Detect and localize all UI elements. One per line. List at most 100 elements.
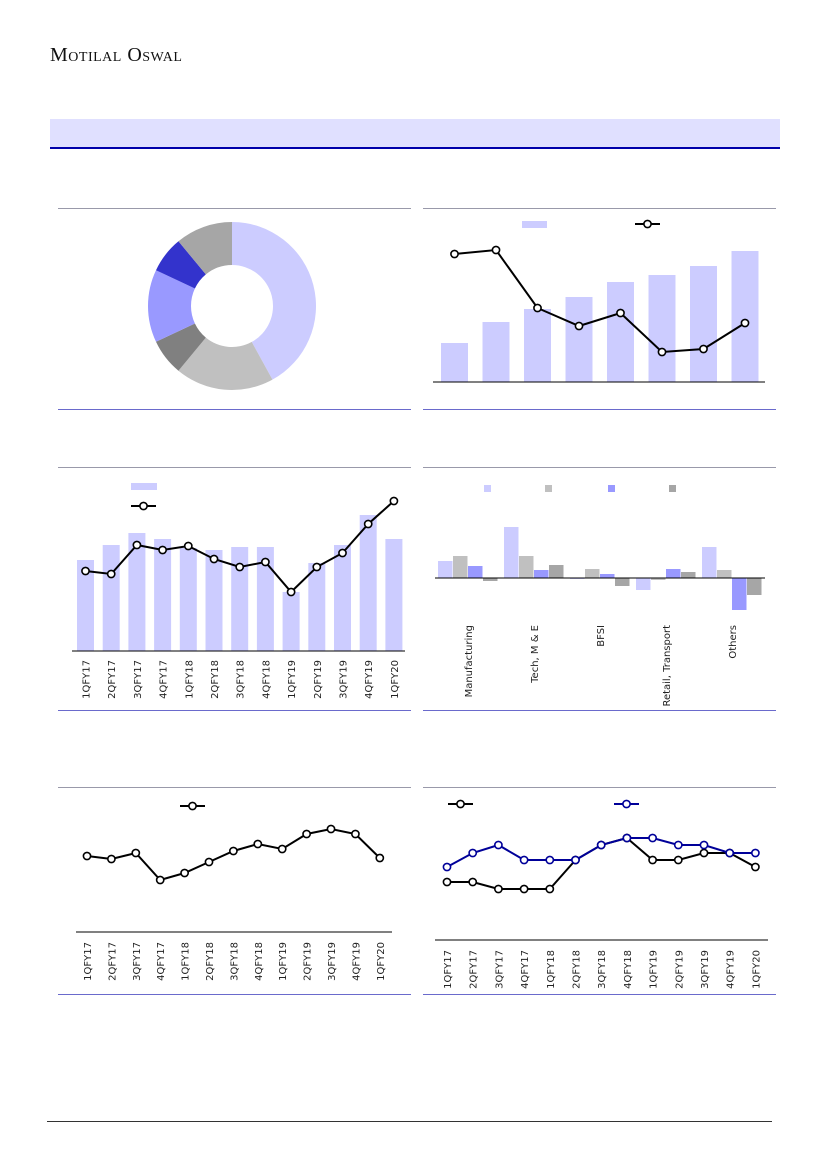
legend-line-swatch-marker (643, 219, 652, 229)
bar (154, 539, 172, 651)
donut-slice (232, 222, 317, 380)
legend-line-swatch-marker (139, 501, 148, 511)
x-tick-label: 2QFY19 (313, 660, 324, 699)
legend-bar-swatch (131, 483, 157, 490)
motilal-oswal-logo: Motilal Oswal (50, 44, 183, 66)
line-point (616, 308, 625, 318)
bar (534, 570, 549, 578)
x-tick-label: 2QFY18 (210, 660, 221, 699)
bar (600, 574, 615, 578)
x-tick-label: 4QFY18 (254, 942, 265, 981)
line-point (648, 855, 657, 865)
bar (179, 548, 197, 651)
bar (308, 563, 326, 651)
x-tick-label: 3QFY17 (133, 660, 144, 699)
x-tick-label: 3QFY17 (494, 950, 505, 989)
bar (565, 297, 593, 382)
donut-slice (148, 270, 195, 342)
x-tick-label: 2QFY17 (469, 950, 480, 989)
x-tick-label: 3QFY19 (327, 942, 338, 981)
line-point (302, 829, 311, 839)
bar (519, 556, 534, 578)
bar (607, 282, 634, 382)
donut-slice (178, 222, 232, 275)
line-point (533, 303, 542, 313)
category-label: Manufacturing (464, 625, 475, 697)
line-point (363, 519, 373, 529)
x-tick-label: 2QFY18 (572, 950, 583, 989)
line-point (180, 868, 189, 878)
x-tick-label: 1QFY20 (390, 660, 401, 699)
panel-two-lines (423, 787, 776, 995)
x-tick-label: 3QFY18 (229, 942, 240, 981)
x-tick-label: 2QFY19 (303, 942, 314, 981)
category-label: Tech, M & E (530, 625, 541, 684)
x-tick-label: 3QFY19 (339, 660, 350, 699)
category-label: Retail, Transport (662, 625, 673, 707)
panel-quarterly-line (58, 787, 411, 995)
bar (702, 547, 717, 578)
bar (441, 343, 468, 382)
bar (690, 266, 717, 382)
bar (77, 560, 94, 651)
line-point (81, 566, 90, 576)
x-tick-label: 4QFY19 (726, 950, 737, 989)
line-point (375, 853, 385, 863)
line-point (751, 848, 760, 858)
line-point (277, 844, 287, 854)
panel-sector-bars (423, 467, 776, 711)
line-point (491, 245, 501, 255)
x-tick-label: 2QFY19 (674, 950, 685, 989)
line-point (468, 877, 478, 887)
legend-swatch (545, 485, 552, 492)
footer-divider (47, 1121, 772, 1122)
line-point (253, 839, 263, 849)
donut-slice (155, 241, 206, 289)
x-tick-label: 4QFY17 (156, 942, 167, 981)
line-point (132, 540, 142, 550)
line-point (82, 851, 92, 861)
bar (549, 565, 564, 578)
line-point (389, 496, 399, 506)
legend-swatch (608, 485, 615, 492)
x-tick-label: 4QFY18 (261, 660, 272, 699)
x-tick-label: 1QFY17 (83, 942, 94, 981)
line-point (228, 846, 238, 856)
line-point (519, 855, 529, 865)
bar (205, 550, 223, 651)
x-tick-label: 1QFY18 (181, 942, 192, 981)
donut-slice (155, 323, 206, 371)
line-point (260, 557, 270, 567)
bar (334, 545, 351, 651)
bar (648, 275, 676, 382)
bar (359, 515, 377, 651)
line-point (183, 541, 193, 551)
line-point (545, 884, 555, 894)
line-point (450, 249, 459, 259)
x-tick-label: 3QFY19 (700, 950, 711, 989)
legend-line-blue-marker (622, 799, 631, 809)
line-point (574, 321, 584, 331)
line-point (312, 562, 322, 572)
bar (385, 539, 403, 651)
bar (453, 556, 468, 578)
panel-donut (58, 208, 411, 410)
line-point (545, 855, 555, 865)
x-tick-label: 4QFY19 (351, 942, 362, 981)
bar (102, 545, 120, 651)
line-point (338, 548, 347, 558)
line-point (699, 840, 709, 850)
line-point (106, 569, 116, 579)
x-tick-label: 4QFY17 (159, 660, 170, 699)
x-tick-label: 1QFY20 (751, 950, 762, 989)
panel-bars-line (423, 208, 776, 410)
x-tick-label: 3QFY18 (597, 950, 608, 989)
x-tick-label: 1QFY18 (546, 950, 557, 989)
legend-bar-swatch (522, 221, 547, 228)
x-tick-label: 1QFY19 (649, 950, 660, 989)
x-tick-label: 2QFY18 (205, 942, 216, 981)
line-point (350, 829, 360, 839)
legend-swatch (669, 485, 676, 492)
line-point (725, 848, 735, 858)
